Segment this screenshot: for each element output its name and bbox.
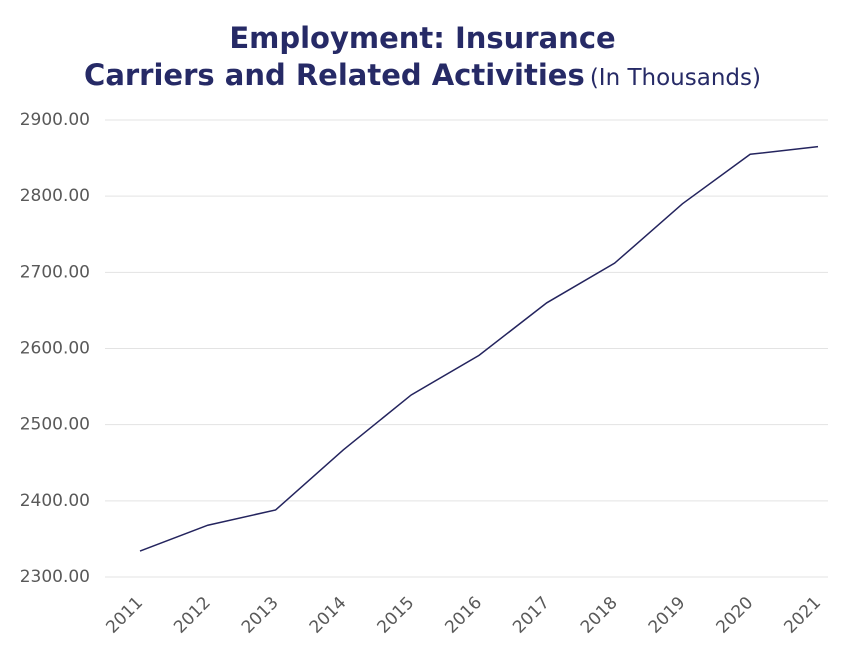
y-tick-label: 2700.00 xyxy=(20,262,90,282)
y-tick-label: 2400.00 xyxy=(20,491,90,511)
y-tick-label: 2900.00 xyxy=(20,110,90,130)
y-tick-label: 2800.00 xyxy=(20,186,90,206)
title-line: Carriers and Related Activities (In Thou… xyxy=(0,57,845,98)
x-tick-label: 2014 xyxy=(306,593,351,638)
chart-title: Employment: Insurance xyxy=(229,21,616,55)
x-tick-label: 2020 xyxy=(713,593,758,638)
y-tick-label: 2300.00 xyxy=(20,567,90,587)
chart-title: Carriers and Related Activities xyxy=(84,58,585,92)
chart-subtitle: (In Thousands) xyxy=(589,65,761,91)
x-tick-label: 2021 xyxy=(780,593,825,638)
x-tick-label: 2017 xyxy=(509,593,554,638)
title-block: Employment: Insurance Carriers and Relat… xyxy=(0,20,845,98)
data-line xyxy=(139,145,819,552)
y-tick-label: 2500.00 xyxy=(20,415,90,435)
x-tick-label: 2015 xyxy=(374,593,419,638)
y-tick-label: 2600.00 xyxy=(20,339,90,359)
x-tick-label: 2013 xyxy=(238,593,283,638)
x-tick-label: 2016 xyxy=(441,593,486,638)
x-tick-label: 2018 xyxy=(577,593,622,638)
x-tick-label: 2011 xyxy=(102,593,147,638)
x-tick-label: 2019 xyxy=(645,593,690,638)
x-tick-label: 2012 xyxy=(170,593,215,638)
